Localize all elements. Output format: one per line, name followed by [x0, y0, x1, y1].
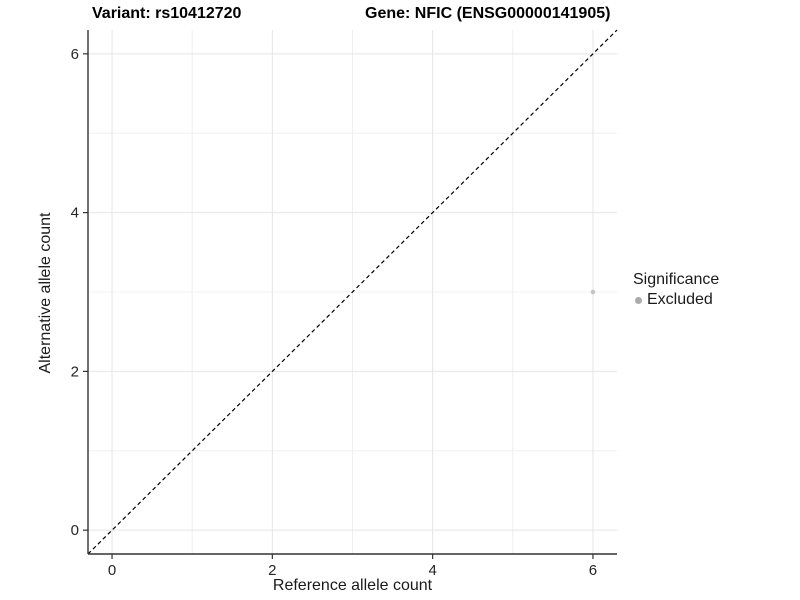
- x-tick-label: 0: [108, 562, 116, 579]
- plot-title-variant: Variant: rs10412720: [92, 5, 242, 22]
- legend: Significance Excluded: [633, 271, 719, 309]
- y-tick-label: 2: [71, 363, 79, 380]
- x-axis-title: Reference allele count: [272, 577, 433, 594]
- x-tick-label: 6: [589, 562, 597, 579]
- y-axis-title: Alternative allele count: [37, 212, 54, 374]
- x-tick-label: 2: [268, 562, 276, 579]
- y-tick-label: 4: [71, 205, 79, 222]
- legend-title: Significance: [633, 271, 720, 288]
- excluded-point-icon: [635, 296, 642, 304]
- x-tick-label: 4: [428, 562, 436, 579]
- legend-item-excluded: Excluded: [635, 291, 719, 309]
- data-point: [590, 289, 596, 295]
- y-tick-label: 6: [71, 46, 79, 63]
- legend-item-label: Excluded: [647, 291, 713, 308]
- plot-title-gene: Gene: NFIC (ENSG00000141905): [365, 5, 611, 22]
- identity-line: [87, 29, 618, 555]
- y-tick-label: 0: [71, 522, 79, 539]
